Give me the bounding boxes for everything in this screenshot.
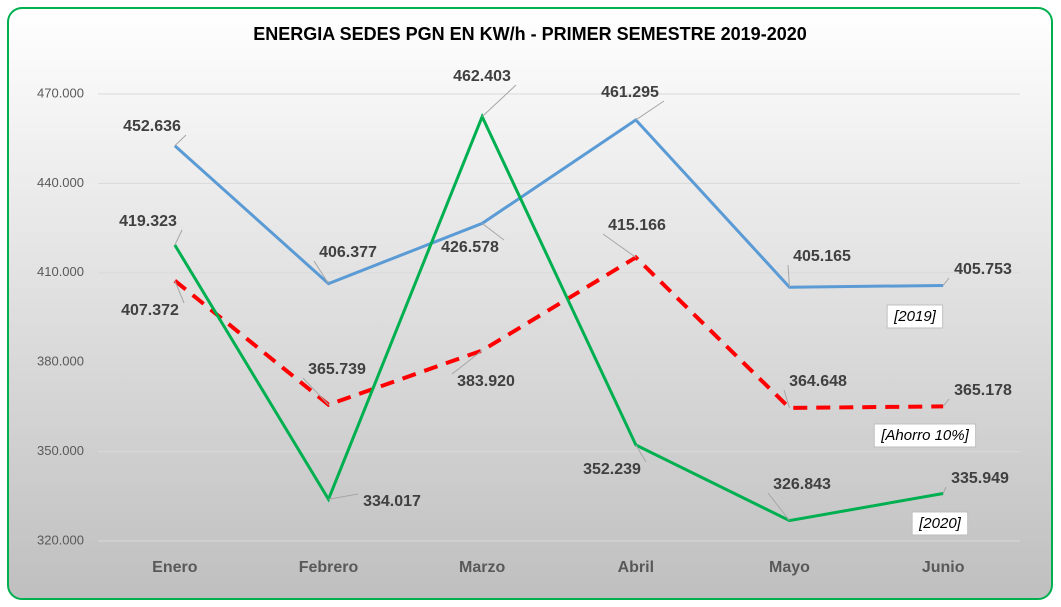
x-tick-label: Mayo — [769, 559, 810, 576]
data-label: 334.017 — [363, 493, 421, 510]
leader-line — [602, 233, 637, 258]
data-label: 461.295 — [601, 84, 659, 101]
data-label: 452.636 — [123, 118, 181, 135]
data-label: 383.920 — [457, 373, 515, 390]
legend-box — [873, 423, 977, 448]
leader-line — [635, 444, 647, 463]
data-label: 352.239 — [583, 461, 641, 478]
legend-label: [2020] — [918, 515, 962, 532]
data-label: 419.323 — [119, 213, 177, 230]
data-label: 335.949 — [951, 470, 1009, 487]
legend-box — [886, 304, 944, 329]
y-tick-label: 410.000 — [37, 264, 84, 279]
data-label: 405.753 — [954, 261, 1012, 278]
legend-label: [2019] — [893, 308, 937, 325]
data-label: 326.843 — [773, 476, 831, 493]
y-tick-label: 470.000 — [37, 85, 84, 100]
data-label: 462.403 — [453, 68, 511, 85]
y-tick-label: 350.000 — [37, 443, 84, 458]
data-label: 407.372 — [121, 302, 179, 319]
data-label: 426.578 — [441, 239, 499, 256]
legend-box — [911, 511, 969, 536]
x-tick-label: Enero — [152, 559, 198, 576]
leader-line — [174, 134, 187, 147]
leader-line — [481, 84, 517, 118]
leader-line — [635, 100, 665, 121]
series-line — [173, 254, 944, 410]
leader-line — [767, 492, 790, 521]
x-tick-label: Febrero — [299, 559, 359, 576]
chart-title: ENERGIA SEDES PGN EN KW/h - PRIMER SEMES… — [253, 24, 806, 44]
series-line — [173, 117, 944, 289]
x-tick-label: Abril — [618, 559, 654, 576]
data-label: 405.165 — [793, 248, 851, 265]
leader-line — [942, 398, 950, 407]
series-line — [173, 112, 944, 523]
data-label: 406.377 — [319, 244, 377, 261]
y-tick-label: 320.000 — [37, 532, 84, 547]
y-tick-label: 440.000 — [37, 175, 84, 190]
leader-line — [787, 264, 790, 288]
leader-line — [451, 350, 483, 375]
data-label: 364.648 — [789, 373, 847, 390]
leader-line — [302, 377, 329, 406]
leader-line — [174, 229, 183, 246]
data-label: 415.166 — [608, 217, 666, 234]
leader-line — [174, 280, 185, 304]
leader-line — [783, 389, 790, 409]
data-label: 365.178 — [954, 382, 1012, 399]
leader-line — [481, 222, 505, 241]
leader-line — [942, 277, 950, 286]
leader-line — [313, 260, 329, 284]
x-tick-label: Marzo — [459, 559, 505, 576]
leader-line — [328, 493, 359, 500]
leader-line — [942, 486, 947, 494]
data-label: 365.739 — [308, 361, 366, 378]
y-tick-label: 380.000 — [37, 354, 84, 369]
x-tick-label: Junio — [922, 559, 965, 576]
legend-label: [Ahorro 10%] — [880, 427, 969, 444]
